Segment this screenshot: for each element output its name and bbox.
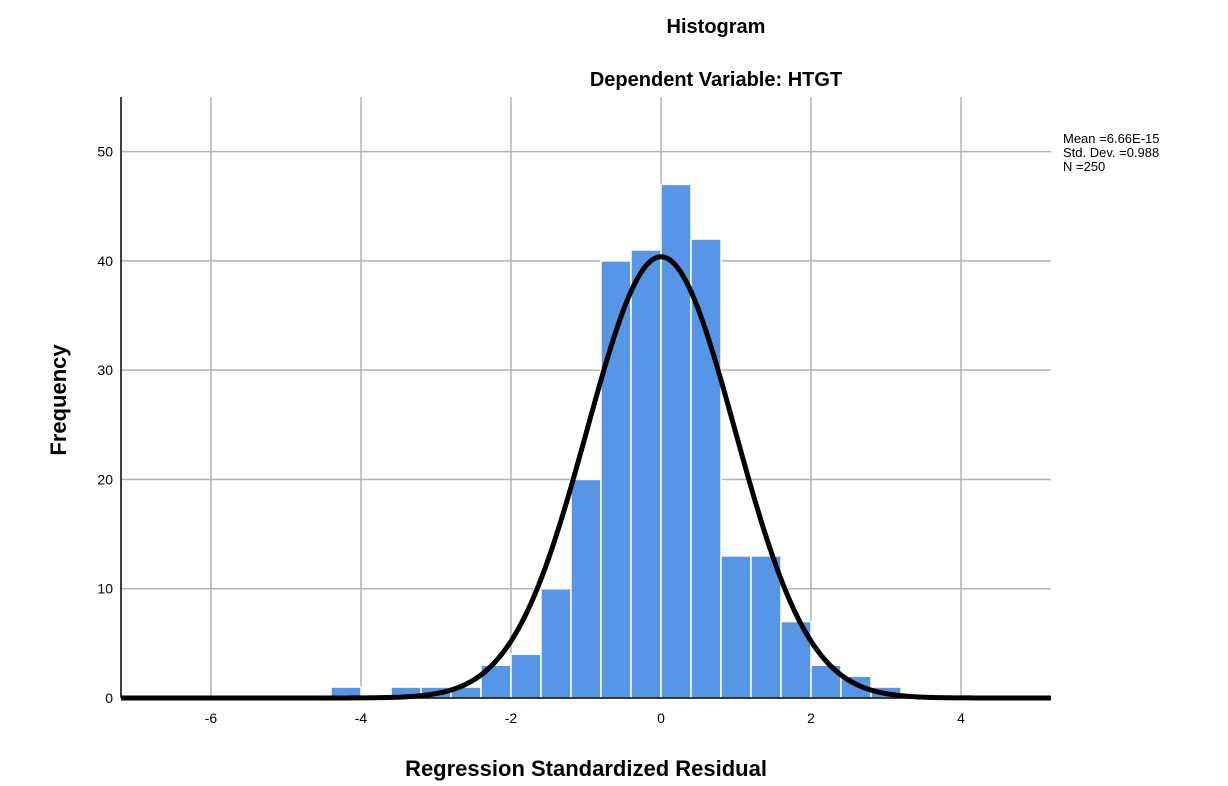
histogram-bar	[720, 555, 752, 699]
chart-subtitle: Dependent Variable: HTGT	[590, 69, 842, 91]
histogram-bar	[510, 653, 542, 699]
y-tick-label: 30	[97, 362, 113, 378]
stats-std-dev: Std. Dev. =0.988	[1063, 145, 1159, 160]
x-tick-label: 0	[657, 710, 665, 726]
x-axis-title: Regression Standardized Residual	[405, 756, 767, 781]
y-tick-label: 0	[105, 690, 113, 706]
axes	[120, 97, 1051, 699]
histogram-bars	[330, 183, 902, 699]
histogram-bar	[750, 555, 782, 699]
y-tick-labels: 0 10 20 30 40 50	[97, 144, 113, 706]
histogram-bar	[660, 183, 692, 699]
x-tick-label: -6	[205, 710, 218, 726]
y-tick-label: 10	[97, 581, 113, 597]
grid-lines	[121, 97, 1051, 698]
histogram-bar	[630, 249, 662, 699]
y-tick-label: 50	[97, 144, 113, 160]
y-axis-title: Frequency	[46, 344, 71, 456]
x-tick-label: -4	[355, 710, 368, 726]
histogram-bar	[540, 587, 572, 699]
stats-box: Mean =6.66E-15 Std. Dev. =0.988 N =250	[1063, 131, 1159, 174]
chart-title: Histogram	[667, 16, 766, 38]
stats-n: N =250	[1063, 159, 1105, 174]
histogram-bar	[570, 478, 602, 699]
y-tick-label: 20	[97, 471, 113, 487]
x-tick-label: -2	[505, 710, 518, 726]
stats-mean: Mean =6.66E-15	[1063, 131, 1159, 146]
x-tick-label: 2	[807, 710, 815, 726]
x-tick-labels: -6 -4 -2 0 2 4	[205, 710, 965, 726]
x-tick-label: 4	[957, 710, 965, 726]
y-tick-label: 40	[97, 253, 113, 269]
